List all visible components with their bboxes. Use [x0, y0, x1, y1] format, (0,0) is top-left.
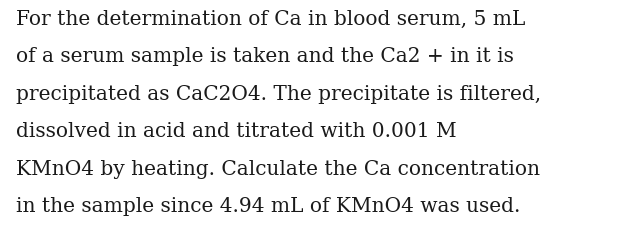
Text: of a serum sample is taken and the Ca2 + in it is: of a serum sample is taken and the Ca2 +… [16, 47, 514, 66]
Text: in the sample since 4.94 mL of KMnO4 was used.: in the sample since 4.94 mL of KMnO4 was… [16, 197, 520, 216]
Text: precipitated as CaC2O4. The precipitate is filtered,: precipitated as CaC2O4. The precipitate … [16, 85, 541, 104]
Text: For the determination of Ca in blood serum, 5 mL: For the determination of Ca in blood ser… [16, 10, 525, 29]
Text: dissolved in acid and titrated with 0.001 M: dissolved in acid and titrated with 0.00… [16, 122, 457, 141]
Text: KMnO4 by heating. Calculate the Ca concentration: KMnO4 by heating. Calculate the Ca conce… [16, 160, 540, 179]
